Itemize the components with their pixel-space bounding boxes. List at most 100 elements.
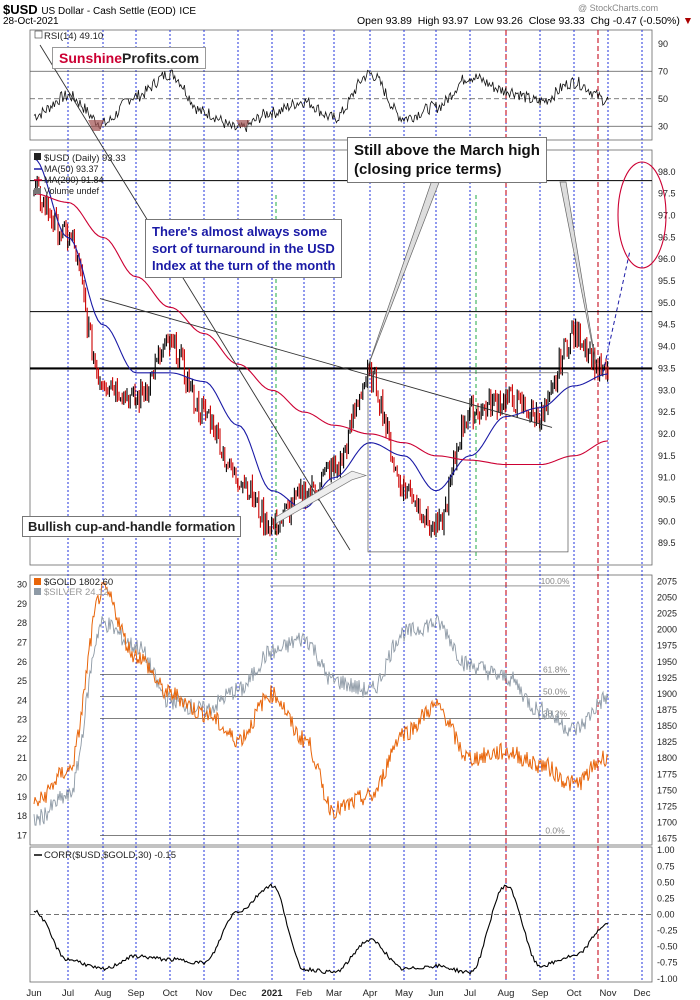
gold-y-tick: 1950 <box>657 657 677 667</box>
ohlc-readout: Open 93.89 High 93.97 Low 93.26 Close 93… <box>357 15 693 27</box>
gold-y-tick: 2025 <box>657 609 677 619</box>
usd-y-tick: 94.0 <box>658 342 676 352</box>
silver-legend-swatch <box>34 588 41 595</box>
gold-y-tick: 1775 <box>657 769 677 779</box>
high-value: High 93.97 <box>417 15 469 27</box>
rsi-line <box>33 69 609 133</box>
gold-y-tick: 2050 <box>657 593 677 603</box>
annotation-cup-handle: Bullish cup-and-handle formation <box>22 516 242 537</box>
trend-line <box>99 298 553 428</box>
usd-y-tick: 90.5 <box>658 494 676 504</box>
usd-title: $USD (Daily) 93.33 <box>44 153 126 164</box>
gold-y-tick: 1925 <box>657 673 677 683</box>
fib-label: 61.8% <box>543 665 568 675</box>
gold-y-tick: 1825 <box>657 737 677 747</box>
low-value: Low 93.26 <box>474 15 523 27</box>
usd-y-tick: 93.5 <box>658 363 676 373</box>
march-high-arrow <box>559 181 597 365</box>
silver-y-tick: 25 <box>17 676 27 686</box>
target-ellipse <box>617 161 667 269</box>
x-tick-label: Sep <box>128 988 145 999</box>
corr-y-tick: -0.75 <box>657 958 678 968</box>
usd-y-tick: 92.0 <box>658 429 676 439</box>
rsi-y-tick: 90 <box>658 39 668 49</box>
silver-y-tick: 18 <box>17 811 27 821</box>
x-tick-label: Nov <box>600 988 617 999</box>
corr-y-tick: 0.50 <box>657 877 675 887</box>
ma200-line <box>33 193 609 466</box>
fib-label: 100.0% <box>541 576 570 586</box>
usd-y-tick: 95.5 <box>658 276 676 286</box>
gold-y-tick: 2000 <box>657 625 677 635</box>
corr-title: CORR($USD,$GOLD,30) -0.15 <box>44 850 176 861</box>
panel-frame-rsi <box>29 29 653 141</box>
x-tick-label: Jul <box>464 988 476 999</box>
x-tick-label: May <box>395 988 413 999</box>
symbol: $USD <box>3 2 38 17</box>
usd-y-tick: 98.0 <box>658 167 676 177</box>
silver-y-tick: 24 <box>17 695 27 705</box>
usd-y-tick: 96.5 <box>658 232 676 242</box>
trend-line <box>39 44 351 551</box>
x-tick-label: 2021 <box>261 988 283 999</box>
rsi-y-tick: 30 <box>658 121 668 131</box>
x-tick-label: Mar <box>326 988 342 999</box>
volume-legend-swatch <box>34 188 41 194</box>
close-value: Close 93.33 <box>528 15 585 27</box>
open-value: Open 93.89 <box>357 15 412 27</box>
down-arrow-icon: ▼ <box>682 15 694 27</box>
usd-y-tick: 91.5 <box>658 451 676 461</box>
silver-y-tick: 28 <box>17 618 27 628</box>
watermark: @ StockCharts.com <box>578 3 659 13</box>
silver-y-tick: 26 <box>17 657 27 667</box>
cup-box <box>367 372 569 553</box>
silver-y-tick: 19 <box>17 792 27 802</box>
chart-header: $USD US Dollar - Cash Settle (EOD) ICE <box>3 2 196 17</box>
usd-y-tick: 95.0 <box>658 298 676 308</box>
usd-legend-swatch <box>34 153 41 160</box>
logo-part-2: Profits.com <box>122 50 200 66</box>
panel-frame-gs <box>29 574 653 846</box>
silver-y-tick: 21 <box>17 753 27 763</box>
gold-y-tick: 1800 <box>657 753 677 763</box>
silver-y-tick: 29 <box>17 599 27 609</box>
gold-y-tick: 1875 <box>657 705 677 715</box>
corr-y-tick: -0.50 <box>657 942 678 952</box>
change-value: Chg -0.47 (-0.50%) <box>590 15 680 27</box>
x-tick-label: Sep <box>532 988 549 999</box>
annotation-march-high: Still above the March high (closing pric… <box>347 137 547 183</box>
usd-y-tick: 90.0 <box>658 516 676 526</box>
rsi-oversold-fill <box>88 120 104 131</box>
gold-legend-label: $GOLD 1802.60 <box>44 577 113 588</box>
usd-y-tick: 97.5 <box>658 189 676 199</box>
gold-y-tick: 1700 <box>657 818 677 828</box>
ma50-line <box>33 158 608 509</box>
corr-y-tick: 1.00 <box>657 845 675 855</box>
rsi-y-tick: 50 <box>658 94 668 104</box>
corr-y-tick: 0.00 <box>657 910 675 920</box>
gold-y-tick: 1900 <box>657 689 677 699</box>
ma200-legend-label: MA(200) 91.84 <box>44 175 104 185</box>
silver-y-tick: 23 <box>17 715 27 725</box>
corr-y-tick: -0.25 <box>657 926 678 936</box>
sunshine-profits-logo: SunshineProfits.com <box>52 47 207 69</box>
gold-y-tick: 1725 <box>657 801 677 811</box>
x-tick-label: Jun <box>428 988 443 999</box>
ma50-legend-label: MA(50) 93.37 <box>44 164 99 174</box>
chart-date: 28-Oct-2021 <box>3 16 59 27</box>
rsi-title: RSI(14) 49.10 <box>44 31 103 42</box>
exchange: ICE <box>179 6 197 17</box>
silver-legend-label: $SILVER 24.12 <box>44 587 109 598</box>
gold-y-tick: 1750 <box>657 785 677 795</box>
description: US Dollar - Cash Settle (EOD) <box>41 6 176 17</box>
usd-y-tick: 96.0 <box>658 254 676 264</box>
logo-part-1: Sunshine <box>59 50 123 66</box>
gold-legend-swatch <box>34 578 41 585</box>
x-tick-label: Feb <box>296 988 312 999</box>
gold-y-tick: 1850 <box>657 721 677 731</box>
corr-y-tick: 0.25 <box>657 893 675 903</box>
usd-y-tick: 92.5 <box>658 407 676 417</box>
silver-y-tick: 30 <box>17 580 27 590</box>
corr-line <box>33 883 609 976</box>
